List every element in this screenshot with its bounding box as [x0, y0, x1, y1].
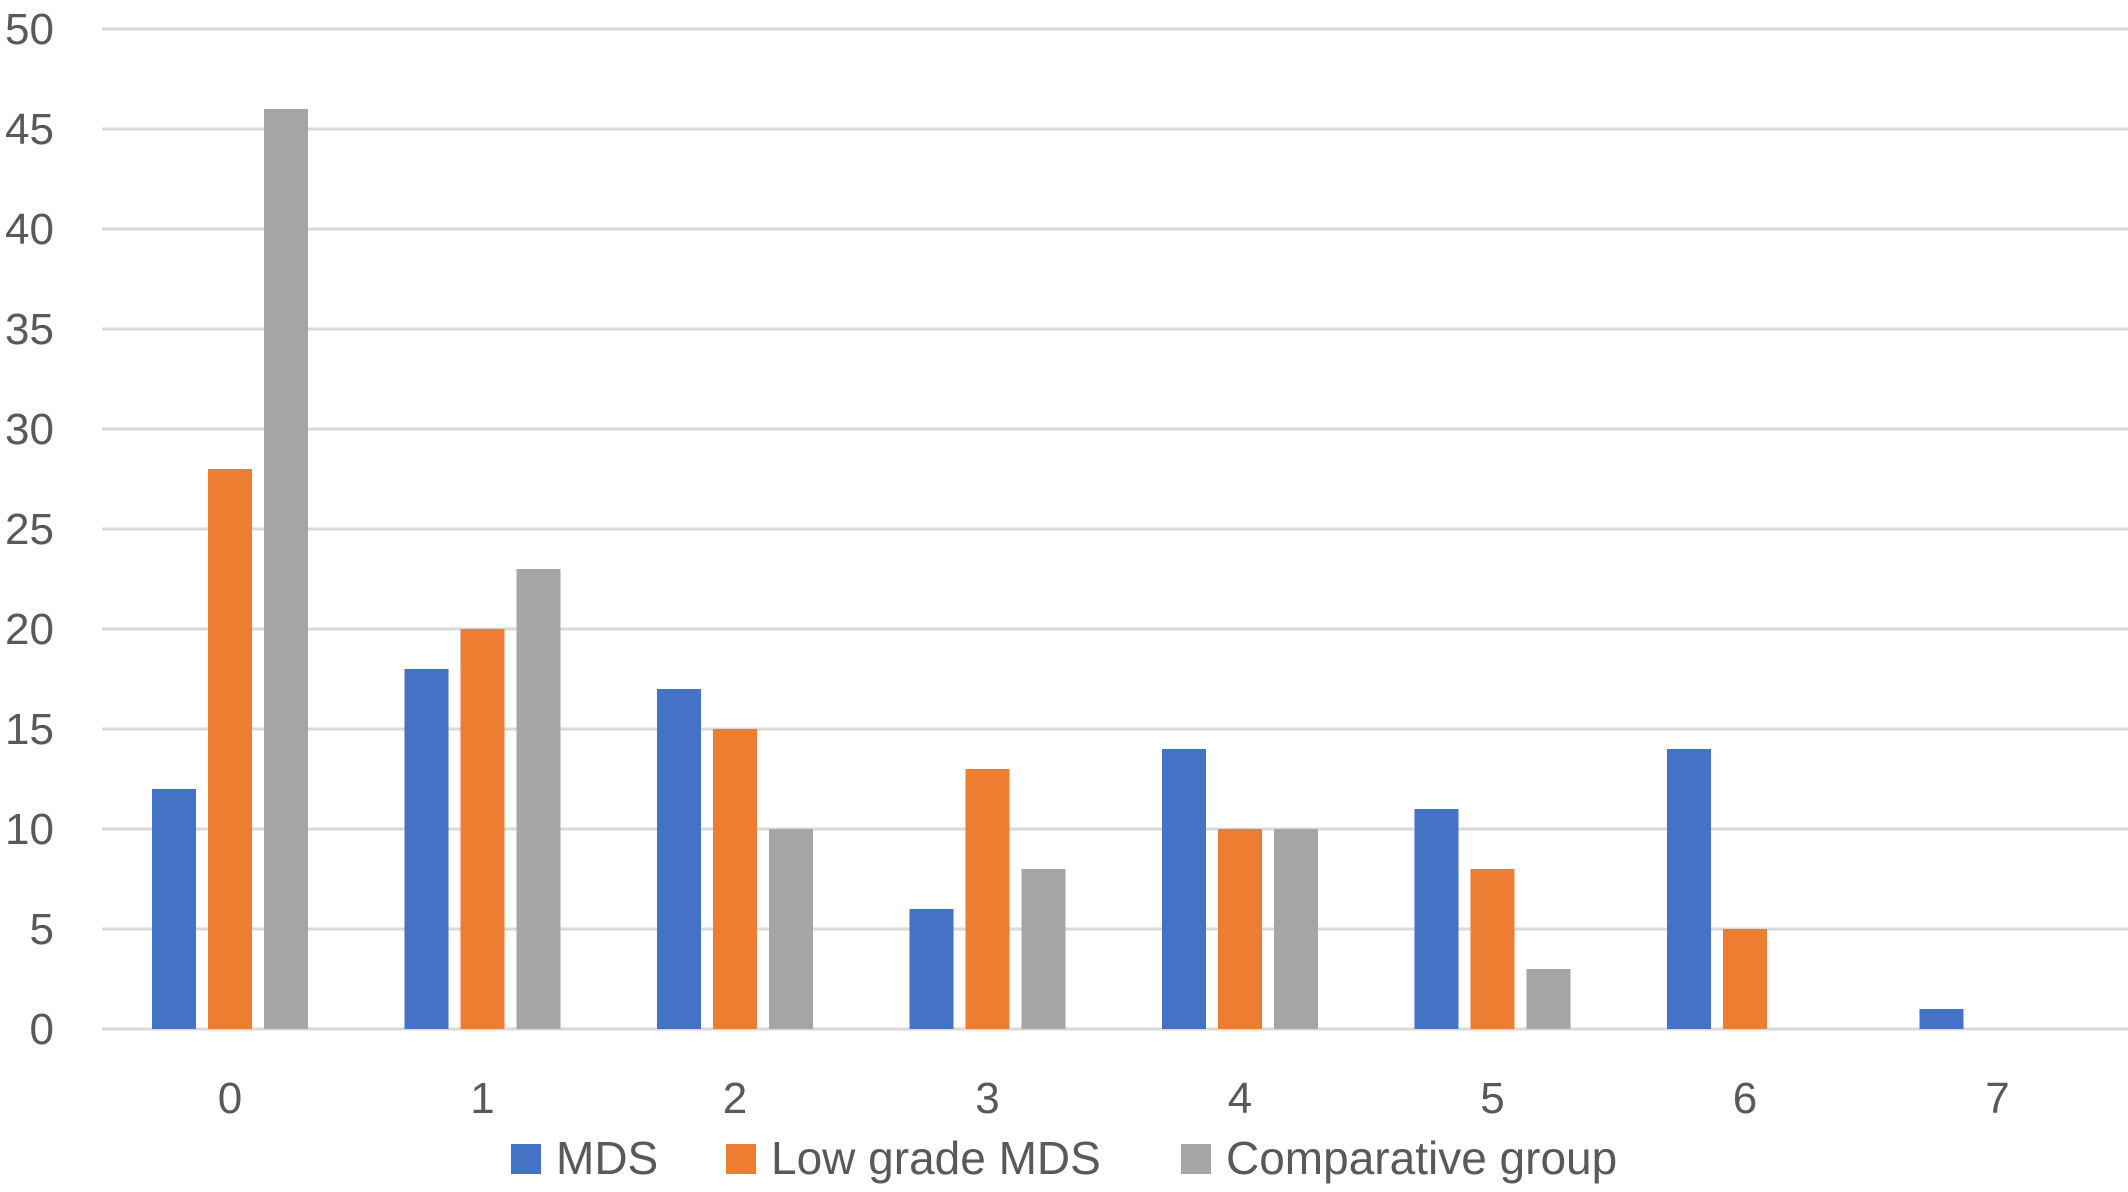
- bar-mds-2: [657, 689, 701, 1029]
- y-tick-label: 10: [5, 805, 54, 854]
- bar-low-grade-mds-4: [1218, 829, 1262, 1029]
- x-tick-label: 0: [218, 1074, 242, 1123]
- bars: [152, 109, 1964, 1029]
- bar-mds-7: [1919, 1009, 1964, 1029]
- bar-low-grade-mds-3: [965, 769, 1010, 1029]
- bar-low-grade-mds-0: [208, 469, 252, 1029]
- legend-swatch-comparative-group: [1181, 1144, 1211, 1174]
- x-tick-label: 6: [1733, 1074, 1757, 1123]
- x-tick-label: 5: [1480, 1074, 1504, 1123]
- x-tick-label: 4: [1228, 1074, 1252, 1123]
- bar-comparative-group-3: [1021, 869, 1066, 1029]
- bar-comparative-group-5: [1526, 969, 1571, 1029]
- x-tick-label: 3: [975, 1074, 999, 1123]
- bar-low-grade-mds-5: [1470, 869, 1515, 1029]
- y-tick-label: 30: [5, 405, 54, 454]
- y-tick-label: 25: [5, 505, 54, 554]
- bar-mds-1: [404, 669, 449, 1029]
- x-tick-label: 7: [1985, 1074, 2009, 1123]
- bar-mds-0: [152, 789, 196, 1029]
- y-tick-label: 45: [5, 105, 54, 154]
- x-tick-label: 2: [723, 1074, 747, 1123]
- bar-mds-4: [1162, 749, 1206, 1029]
- y-tick-label: 50: [5, 5, 54, 54]
- legend: MDS Low grade MDS Comparative group: [511, 1132, 1617, 1184]
- y-tick-label: 5: [30, 905, 54, 954]
- bar-mds-6: [1667, 749, 1711, 1029]
- bar-mds-3: [909, 909, 954, 1029]
- bar-low-grade-mds-2: [713, 729, 757, 1029]
- x-tick-label: 1: [470, 1074, 494, 1123]
- legend-swatch-low-grade-mds: [726, 1144, 756, 1174]
- bar-low-grade-mds-1: [460, 629, 505, 1029]
- bar-low-grade-mds-6: [1723, 929, 1767, 1029]
- bar-comparative-group-0: [264, 109, 308, 1029]
- y-tick-label: 20: [5, 605, 54, 654]
- bar-mds-5: [1414, 809, 1459, 1029]
- y-tick-label: 35: [5, 305, 54, 354]
- y-tick-label: 15: [5, 705, 54, 754]
- legend-label-low-grade-mds: Low grade MDS: [771, 1132, 1101, 1184]
- bar-comparative-group-1: [516, 569, 561, 1029]
- legend-label-comparative-group: Comparative group: [1226, 1132, 1617, 1184]
- legend-label-mds: MDS: [556, 1132, 658, 1184]
- bar-comparative-group-2: [769, 829, 813, 1029]
- y-tick-label: 0: [30, 1005, 54, 1054]
- legend-swatch-mds: [511, 1144, 541, 1174]
- y-tick-label: 40: [5, 205, 54, 254]
- bar-comparative-group-4: [1274, 829, 1318, 1029]
